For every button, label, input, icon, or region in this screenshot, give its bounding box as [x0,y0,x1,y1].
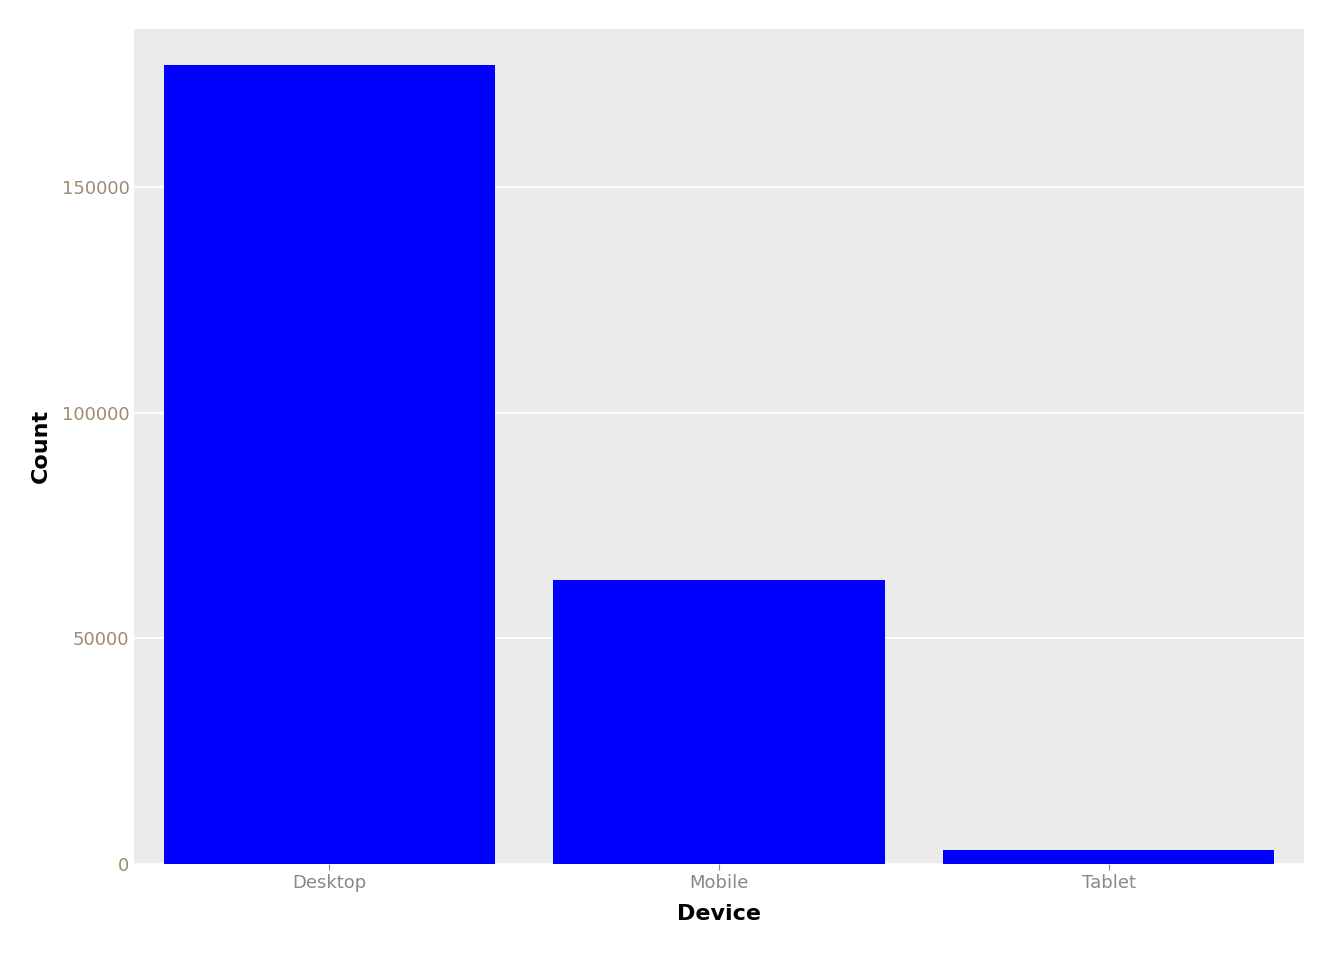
Bar [164,65,495,864]
Bar [943,851,1274,864]
X-axis label: Device: Device [677,903,761,924]
Y-axis label: Count: Count [31,409,51,484]
Bar [554,580,884,864]
